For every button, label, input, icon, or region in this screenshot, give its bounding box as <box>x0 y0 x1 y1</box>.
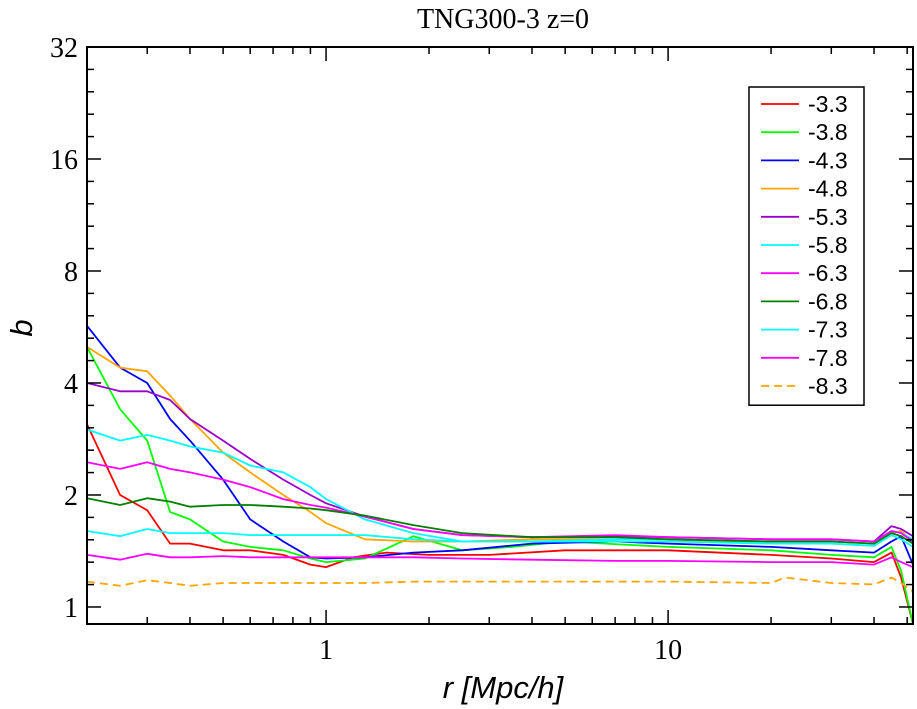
y-tick-label: 4 <box>64 369 78 400</box>
plot-frame <box>86 46 914 625</box>
legend-label: -7.8 <box>808 345 848 371</box>
series-line-3 <box>87 325 913 565</box>
legend-label: -6.8 <box>808 288 848 314</box>
legend-label: -7.3 <box>808 317 848 343</box>
legend-label: -3.3 <box>808 91 848 117</box>
series-line-5 <box>87 382 913 543</box>
y-tick-label: 32 <box>50 33 78 64</box>
series-line-10 <box>87 552 913 568</box>
legend-label: -8.3 <box>808 373 848 399</box>
y-axis-label: b <box>4 319 39 336</box>
series-line-11 <box>87 576 913 593</box>
series-line-8 <box>87 497 913 545</box>
legend-label: -5.8 <box>808 232 848 258</box>
legend-label: -4.3 <box>808 147 848 173</box>
x-axis-label: r [Mpc/h] <box>443 670 565 705</box>
series-lines <box>87 325 913 624</box>
y-tick-label: 2 <box>64 481 78 512</box>
legend-box <box>748 86 865 406</box>
legend-label: -3.8 <box>808 119 848 145</box>
series-line-1 <box>87 423 913 624</box>
legend: -3.3-3.8-4.3 -4.8-5.3-5.8-6.3-6.8 -7.3-7.8… <box>748 86 865 406</box>
axes: 1 10 1 2 4 8 16 32 <box>50 33 914 666</box>
y-tick-label: 1 <box>64 593 78 624</box>
x-tick-label: 1 <box>319 635 333 666</box>
y-tick-label: 8 <box>64 257 78 288</box>
series-line-2 <box>87 346 913 624</box>
legend-label: -6.3 <box>808 260 848 286</box>
series-line-6 <box>87 428 913 545</box>
chart-title: TNG300-3 z=0 <box>417 4 589 35</box>
series-line-9 <box>87 528 913 548</box>
legend-label: -4.8 <box>808 176 848 202</box>
series-line-7 <box>87 461 913 543</box>
y-tick-label: 16 <box>50 145 78 176</box>
x-tick-label: 10 <box>654 635 682 666</box>
legend-label: -5.3 <box>808 204 848 230</box>
